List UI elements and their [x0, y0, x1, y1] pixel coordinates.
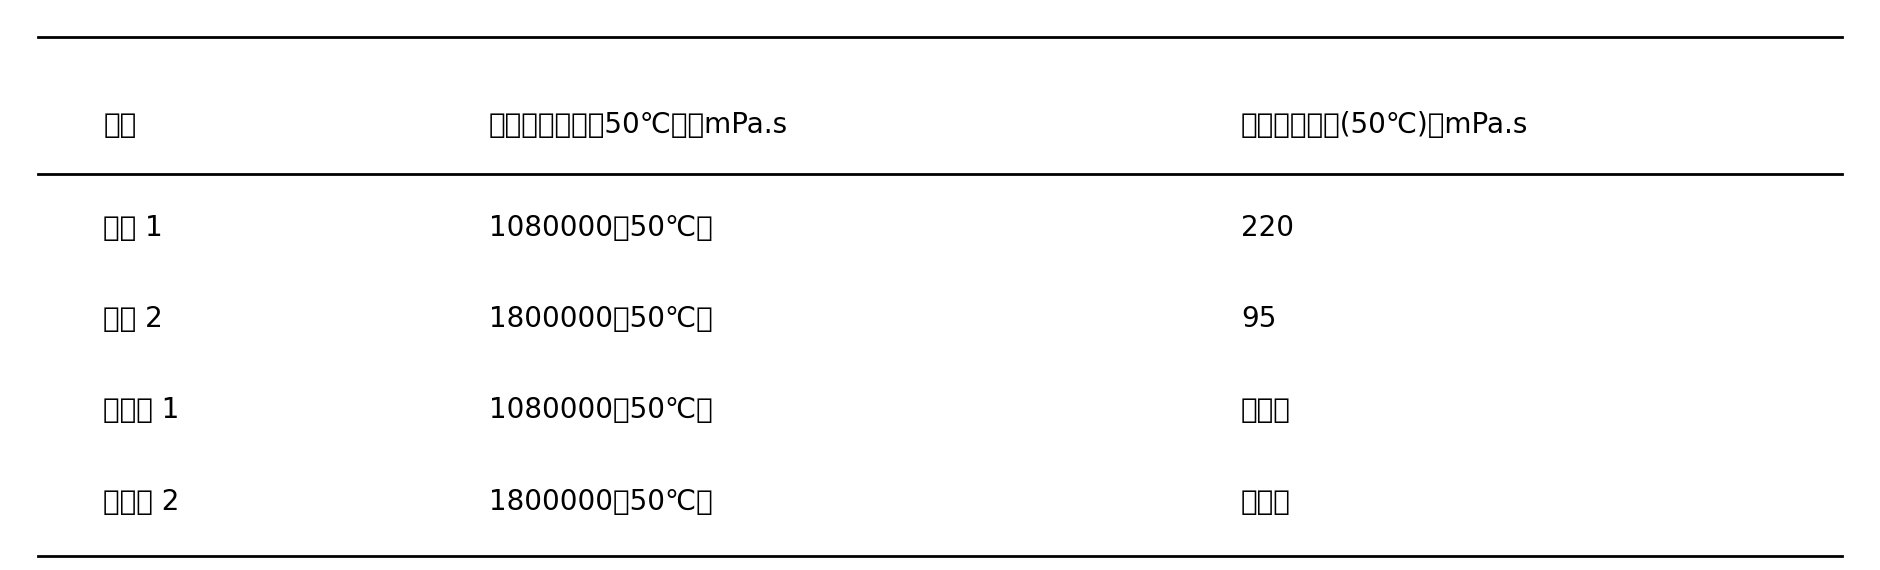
Text: 1800000（50℃）: 1800000（50℃）: [489, 487, 713, 516]
Text: 稠油初始粘度（50℃），mPa.s: 稠油初始粘度（50℃），mPa.s: [489, 111, 788, 140]
Text: 不乳化: 不乳化: [1241, 487, 1292, 516]
Text: 对比例 1: 对比例 1: [103, 396, 180, 425]
Text: 1080000（50℃）: 1080000（50℃）: [489, 214, 713, 242]
Text: 实例 1: 实例 1: [103, 214, 164, 242]
Text: 95: 95: [1241, 305, 1277, 333]
Text: 不乳化: 不乳化: [1241, 396, 1292, 425]
Text: 实例 2: 实例 2: [103, 305, 164, 333]
Text: 对比例 2: 对比例 2: [103, 487, 180, 516]
Text: 1800000（50℃）: 1800000（50℃）: [489, 305, 713, 333]
Text: 1080000（50℃）: 1080000（50℃）: [489, 396, 713, 425]
Text: 220: 220: [1241, 214, 1293, 242]
Text: 实例: 实例: [103, 111, 137, 140]
Text: 乳化稠油粘度(50℃)，mPa.s: 乳化稠油粘度(50℃)，mPa.s: [1241, 111, 1528, 140]
